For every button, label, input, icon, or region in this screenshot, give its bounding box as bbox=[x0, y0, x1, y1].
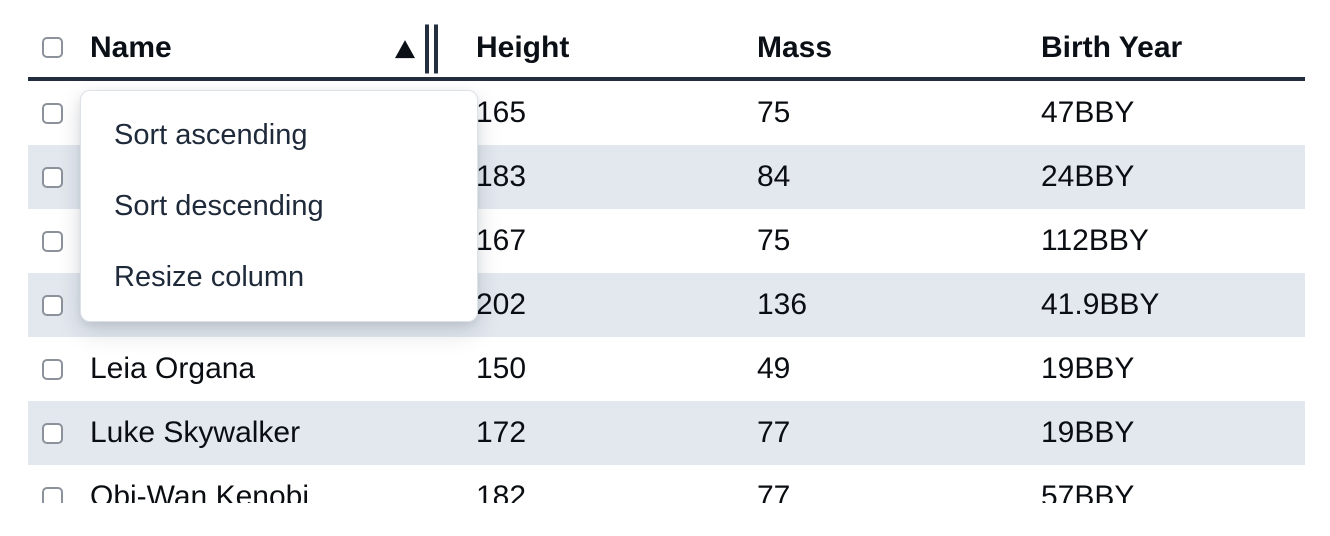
table-row: Obi-Wan Kenobi 182 77 57BBY bbox=[28, 465, 1305, 503]
cell-height: 150 bbox=[476, 352, 527, 385]
cell-mass: 136 bbox=[757, 288, 808, 321]
cell-height: 165 bbox=[476, 96, 527, 129]
cell-mass: 75 bbox=[757, 224, 791, 257]
cell-name: Luke Skywalker bbox=[90, 416, 301, 449]
menu-item-sort-ascending[interactable]: Sort ascending bbox=[114, 119, 308, 151]
cell-birth-year: 112BBY bbox=[1041, 224, 1149, 257]
cell-mass: 49 bbox=[757, 352, 791, 385]
cell-height: 183 bbox=[476, 160, 527, 193]
cell-birth-year: 47BBY bbox=[1041, 96, 1135, 129]
row-checkbox-cell bbox=[28, 81, 90, 145]
table-header-row: Name Height Mass Birth Year bbox=[28, 0, 1305, 81]
cell-mass: 75 bbox=[757, 96, 791, 129]
row-checkbox[interactable] bbox=[42, 166, 63, 188]
cell-mass: 77 bbox=[757, 480, 791, 503]
cell-height: 172 bbox=[476, 416, 527, 449]
menu-item-sort-descending[interactable]: Sort descending bbox=[114, 190, 324, 222]
column-header-height[interactable]: Height bbox=[476, 18, 757, 77]
cell-birth-year: 57BBY bbox=[1041, 480, 1135, 503]
cell-height: 167 bbox=[476, 224, 527, 257]
cell-birth-year: 41.9BBY bbox=[1041, 288, 1160, 321]
table-row: Leia Organa 150 49 19BBY bbox=[28, 337, 1305, 401]
cell-height: 202 bbox=[476, 288, 527, 321]
row-checkbox-cell bbox=[28, 401, 90, 465]
row-checkbox[interactable] bbox=[42, 102, 63, 124]
column-header-name-label: Name bbox=[90, 30, 172, 64]
column-header-height-label: Height bbox=[476, 30, 570, 64]
row-checkbox-cell bbox=[28, 273, 90, 337]
column-header-birth-year-label: Birth Year bbox=[1041, 30, 1183, 64]
header-checkbox-cell bbox=[28, 18, 90, 77]
row-checkbox[interactable] bbox=[42, 230, 63, 252]
column-context-menu: Sort ascending Sort descending Resize co… bbox=[80, 90, 478, 322]
cell-name: Leia Organa bbox=[90, 352, 256, 385]
table-row: Luke Skywalker 172 77 19BBY bbox=[28, 401, 1305, 465]
column-header-birth-year[interactable]: Birth Year bbox=[1041, 18, 1305, 77]
cell-birth-year: 24BBY bbox=[1041, 160, 1135, 193]
row-checkbox[interactable] bbox=[42, 358, 63, 380]
column-header-mass-label: Mass bbox=[757, 30, 833, 64]
row-checkbox-cell bbox=[28, 209, 90, 273]
cell-birth-year: 19BBY bbox=[1041, 416, 1135, 449]
row-checkbox[interactable] bbox=[42, 486, 63, 503]
menu-item-resize-column[interactable]: Resize column bbox=[114, 261, 305, 293]
row-checkbox[interactable] bbox=[42, 422, 63, 444]
row-checkbox-cell bbox=[28, 145, 90, 209]
sort-ascending-icon bbox=[395, 39, 415, 58]
cell-birth-year: 19BBY bbox=[1041, 352, 1135, 385]
row-checkbox[interactable] bbox=[42, 294, 63, 316]
column-header-mass[interactable]: Mass bbox=[757, 18, 1041, 77]
column-header-name[interactable]: Name bbox=[90, 18, 476, 77]
select-all-checkbox[interactable] bbox=[42, 37, 63, 58]
cell-mass: 84 bbox=[757, 160, 791, 193]
column-resize-handle[interactable] bbox=[425, 23, 438, 73]
row-checkbox-cell bbox=[28, 465, 90, 503]
row-checkbox-cell bbox=[28, 337, 90, 401]
cell-name: Obi-Wan Kenobi bbox=[90, 480, 309, 503]
cell-mass: 77 bbox=[757, 416, 791, 449]
data-table: Name Height Mass Birth Year 165 75 47BBY bbox=[28, 0, 1305, 503]
cell-height: 182 bbox=[476, 480, 527, 503]
